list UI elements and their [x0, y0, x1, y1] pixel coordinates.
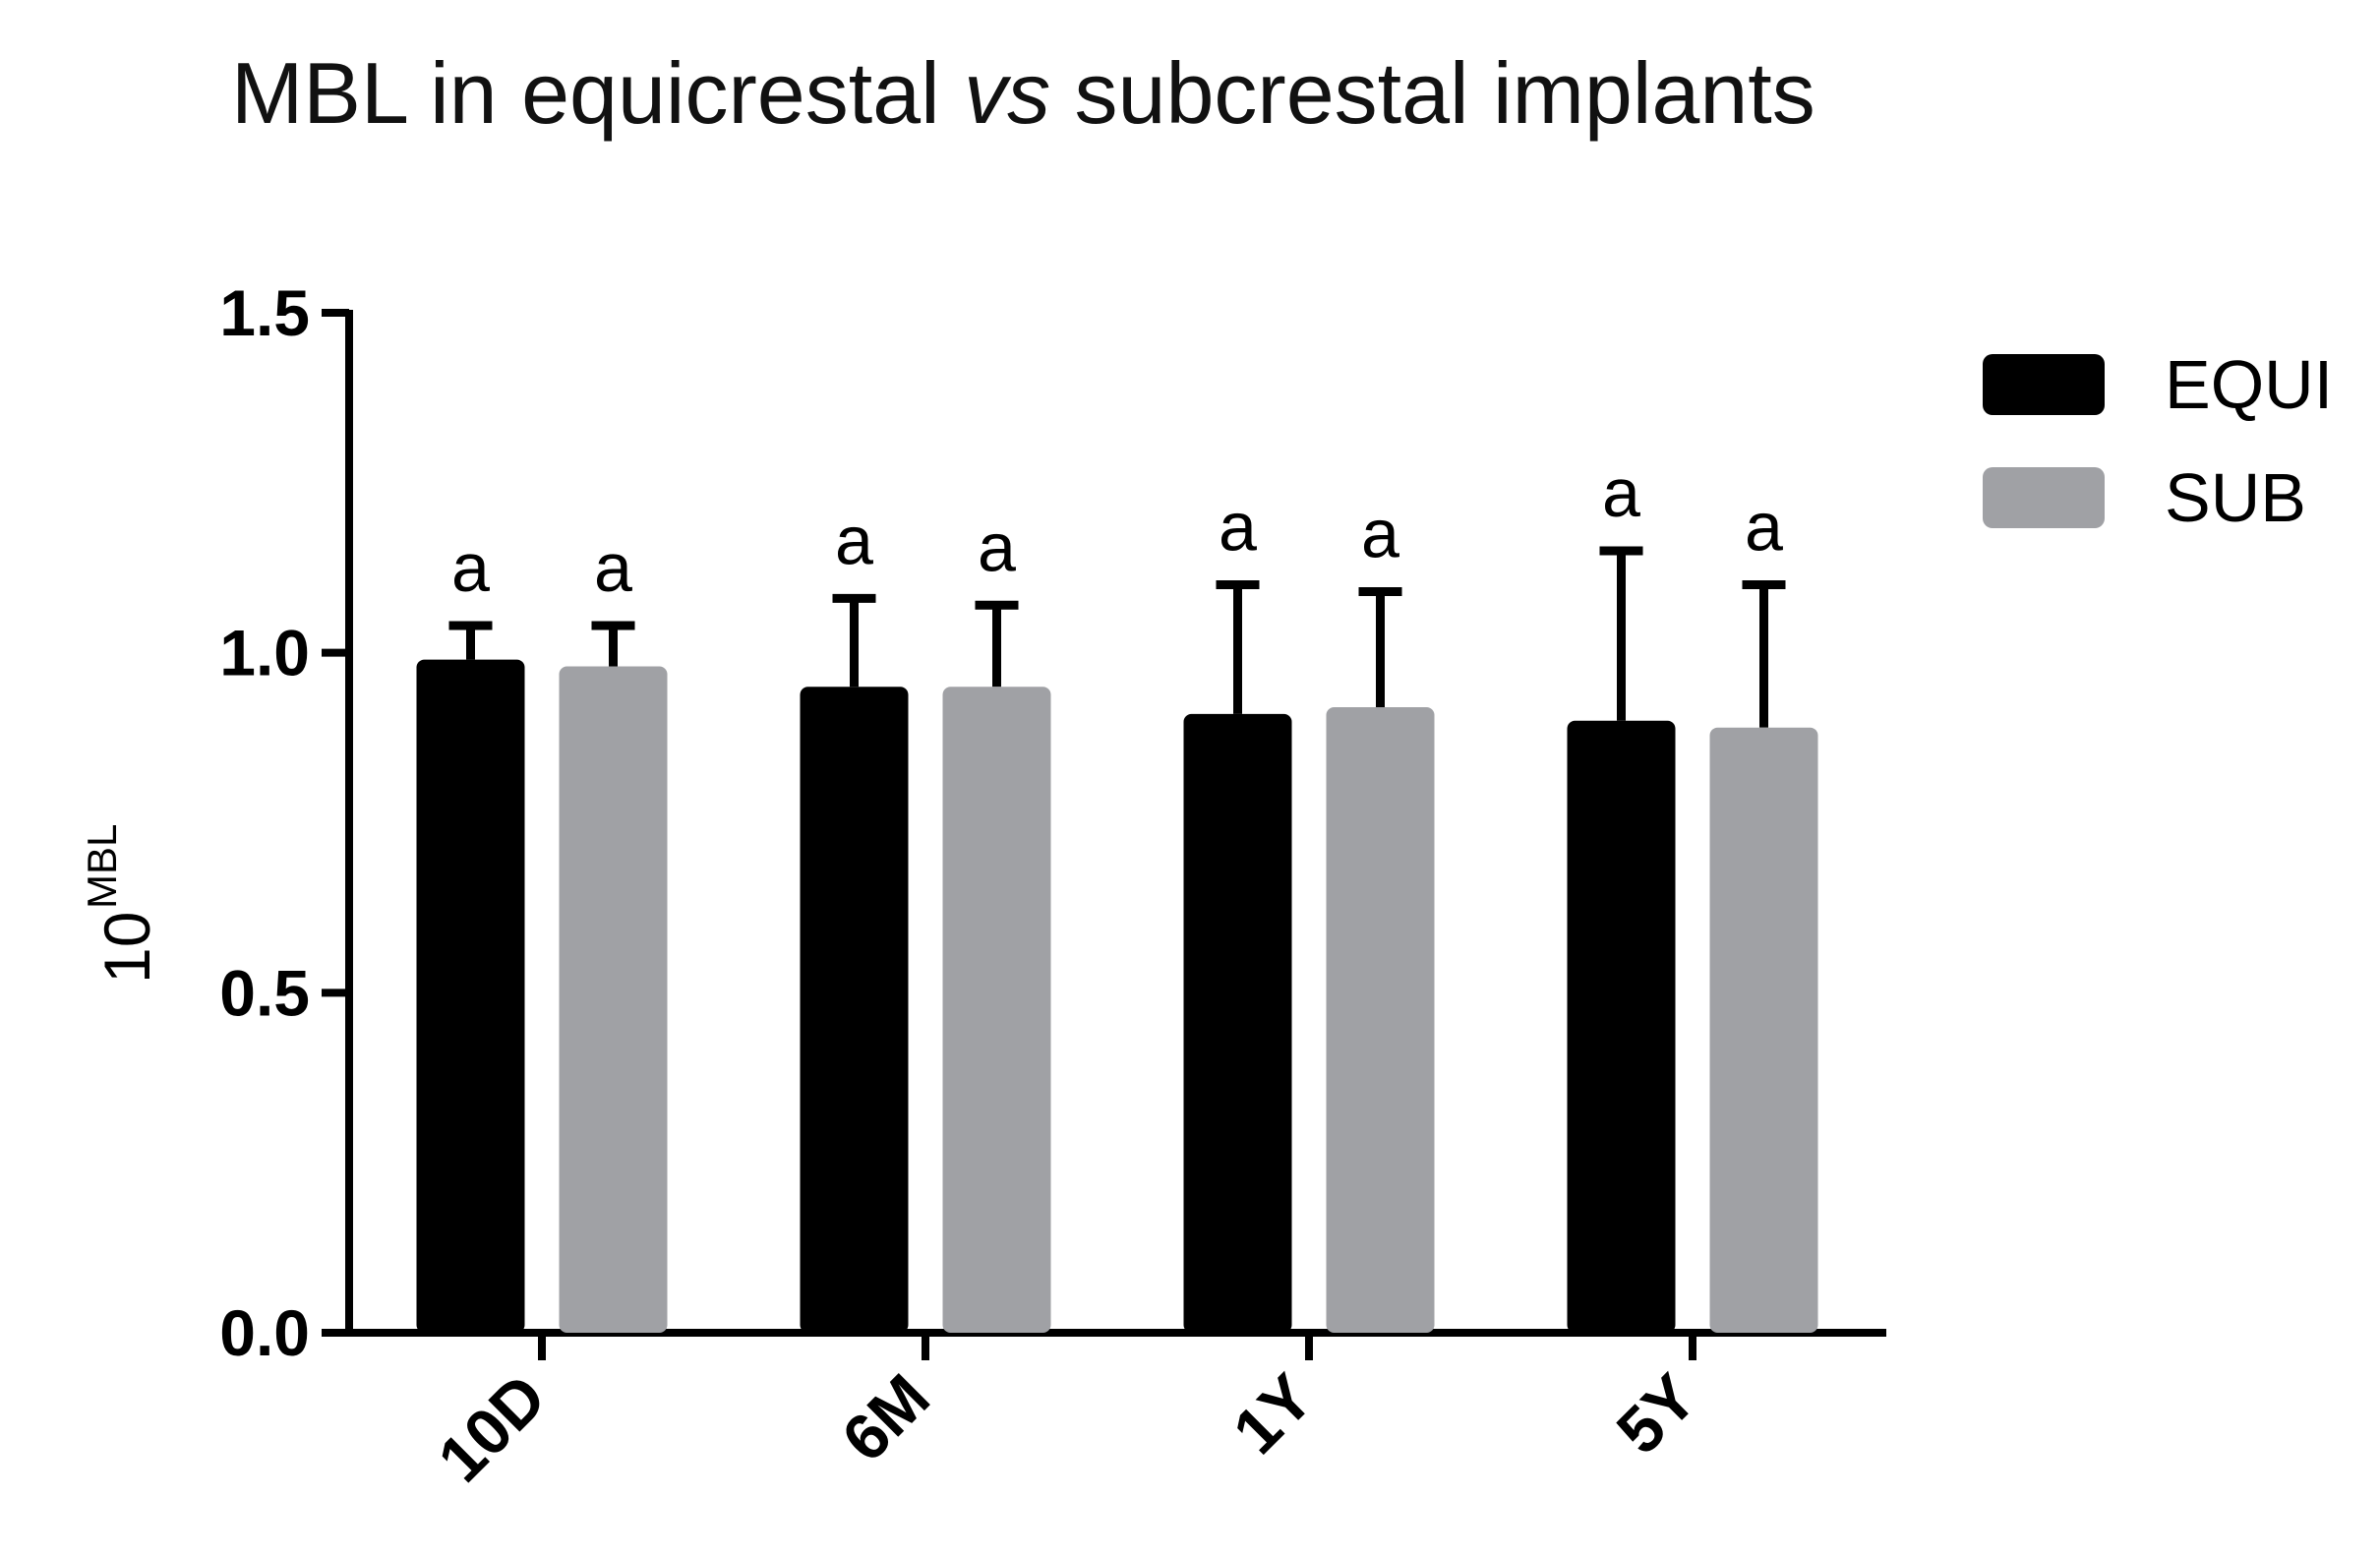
chart-title: MBL in equicrestal vs subcrestal implant…: [231, 44, 1815, 142]
chart-title-part2: subcrestal implants: [1050, 44, 1815, 142]
x-tick-label: 5Y: [1602, 1360, 1709, 1468]
chart-title-italic: vs: [964, 44, 1050, 142]
significance-label: a: [451, 529, 490, 606]
bar-sub: [942, 687, 1051, 1333]
legend-swatch-equi: [1983, 354, 2105, 415]
significance-label: a: [835, 502, 873, 578]
bar-equi: [1567, 720, 1676, 1333]
significance-label: a: [594, 529, 632, 606]
chart-title-part1: MBL in equicrestal: [231, 44, 964, 142]
significance-label: a: [978, 509, 1016, 585]
significance-label: a: [1219, 489, 1257, 566]
y-axis-label-superscript: MBL: [79, 824, 125, 909]
y-axis-label-base: 10: [90, 912, 163, 984]
legend-swatch-sub: [1983, 467, 2105, 528]
y-tick-label: 1.0: [219, 617, 310, 689]
significance-label: a: [1602, 454, 1640, 531]
legend-label-equi: EQUI: [2165, 346, 2333, 423]
plot-area: 0.0 0.5 1.0 1.5 10D a a 6M a a 1Y a a 5Y a a: [219, 276, 1886, 1496]
bar-sub: [559, 666, 668, 1333]
bar-equi: [416, 659, 525, 1333]
y-axis-label: 10 MBL: [79, 824, 163, 984]
legend: EQUI SUB: [1983, 346, 2333, 536]
bar-sub: [1709, 727, 1818, 1333]
significance-label: a: [1745, 489, 1783, 566]
x-tick-label: 1Y: [1219, 1360, 1326, 1468]
significance-label: a: [1361, 495, 1399, 571]
bar-equi: [1183, 713, 1292, 1333]
y-tick-label: 0.0: [219, 1296, 310, 1369]
bar-sub: [1326, 706, 1435, 1333]
bar-equi: [800, 687, 909, 1333]
x-tick-label: 6M: [828, 1360, 943, 1475]
y-tick-label: 1.5: [219, 276, 310, 349]
legend-label-sub: SUB: [2165, 459, 2306, 536]
y-tick-label: 0.5: [219, 956, 310, 1029]
x-tick-label: 10D: [424, 1360, 560, 1496]
